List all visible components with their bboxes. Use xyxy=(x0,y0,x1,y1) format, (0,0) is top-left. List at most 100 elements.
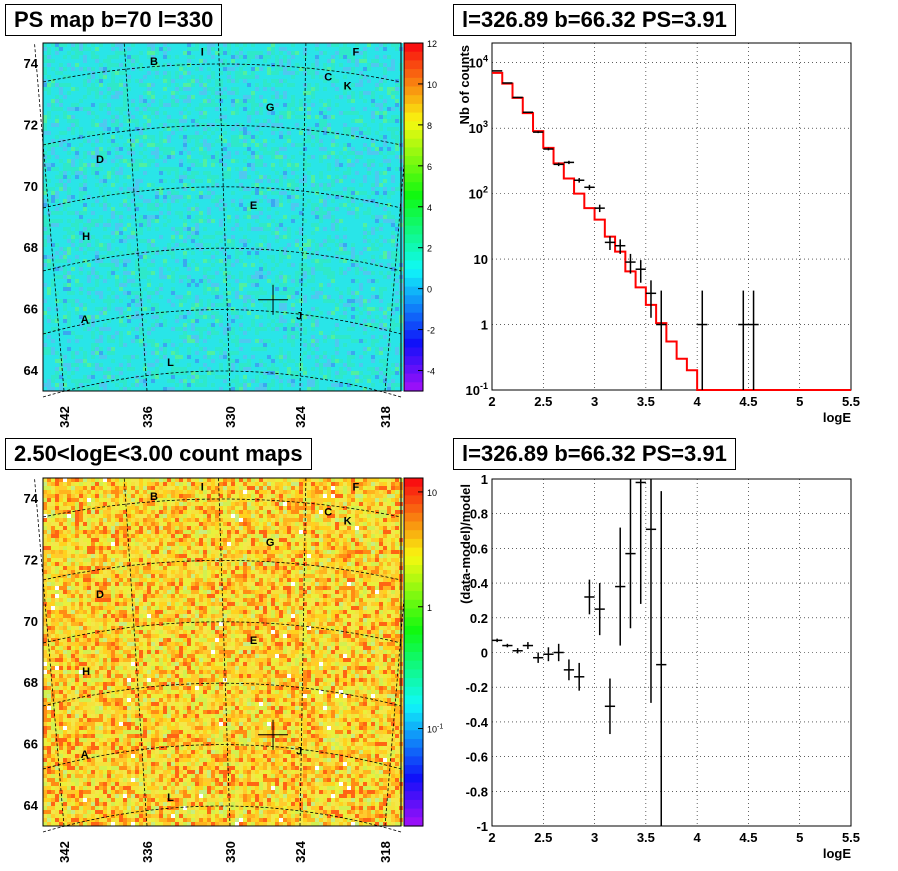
x-tick-label: 336 xyxy=(140,841,155,863)
colorbar-tick-label: 2 xyxy=(427,244,432,254)
colorbar-tick-label: -4 xyxy=(427,367,435,377)
colorbar-tick-label: 6 xyxy=(427,162,432,172)
ps-map-cells xyxy=(43,43,403,391)
residuals-panel: 2 2.5 3 3.5 4 4.5 5 5.5 -1 -0.8 -0.6 -0.4 -0.2 0 0.2 0.… xyxy=(458,472,860,861)
y-tick-label: 64 xyxy=(24,363,39,378)
y-tick-label: 64 xyxy=(24,798,39,813)
colorbar-frame xyxy=(403,477,424,827)
source-label: B xyxy=(150,56,158,68)
colorbar-frame xyxy=(403,42,424,392)
model-line xyxy=(492,71,851,391)
y-tick-label: 1 xyxy=(481,318,488,333)
colorbar-tick-label: 10 xyxy=(427,488,437,498)
y-tick-label: 102 xyxy=(469,185,488,202)
graticule-lat xyxy=(42,498,402,518)
y-tick-label: 68 xyxy=(24,675,38,690)
title-spectrum: l=326.89 b=66.32 PS=3.91 xyxy=(453,4,736,36)
x-tick-label: 318 xyxy=(378,841,393,863)
y-tick-label: 0.4 xyxy=(470,576,489,591)
x-tick-label: 2.5 xyxy=(534,830,552,845)
source-label: I xyxy=(201,482,204,494)
count-map-panel: 342 336 330 324 318 64 66 68 70 72 74 A B C D E F G H I J K L 1… xyxy=(24,477,443,863)
x-tick-label: 3 xyxy=(591,830,598,845)
graticule-lat xyxy=(42,621,402,644)
y-tick-label: 0 xyxy=(481,646,488,661)
spectrum-panel: 2 2.5 3 3.5 4 4.5 5 5.5 10-1 1 10 102 103 104 logE Nb o… xyxy=(457,42,860,425)
source-label: K xyxy=(344,80,352,92)
y-axis-title: (data-model)/model xyxy=(458,484,473,604)
graticule-lat xyxy=(42,744,402,770)
x-tick-label: 2 xyxy=(488,830,495,845)
graticule-lon xyxy=(34,42,65,392)
y-tick-label: 70 xyxy=(24,614,38,629)
title-residuals: l=326.89 b=66.32 PS=3.91 xyxy=(453,438,736,470)
y-tick-label: 74 xyxy=(24,491,39,506)
graticule-lat xyxy=(42,247,402,272)
y-tick-label: 10-1 xyxy=(466,381,488,398)
graticule-lat xyxy=(42,63,402,83)
x-tick-label: 5 xyxy=(796,830,803,845)
graticule-lon xyxy=(218,477,231,827)
y-tick-label: 10 xyxy=(474,252,488,267)
source-label: A xyxy=(81,749,89,761)
y-tick-label: 0.6 xyxy=(470,541,488,556)
x-tick-label: 3 xyxy=(591,394,598,409)
x-tick-label: 342 xyxy=(57,841,72,863)
y-tick-label: 0.2 xyxy=(470,611,488,626)
graticule-lon xyxy=(123,42,148,392)
y-tick-label: 103 xyxy=(469,119,488,136)
source-label: L xyxy=(167,792,174,804)
title-ps-map: PS map b=70 l=330 xyxy=(5,4,223,36)
y-axis-title: Nb of counts xyxy=(457,45,472,124)
source-label: F xyxy=(353,482,360,494)
colorbar xyxy=(404,478,423,827)
graticule-lon xyxy=(299,42,307,392)
source-label: A xyxy=(81,314,89,326)
graticule-lat xyxy=(42,370,402,398)
colorbar-tick-label: 10 xyxy=(427,80,437,90)
colorbar-tick-label: -2 xyxy=(427,326,435,336)
x-tick-label: 330 xyxy=(223,406,238,428)
source-label: D xyxy=(96,589,104,601)
x-tick-label: 2 xyxy=(488,394,495,409)
map-frame xyxy=(42,477,402,827)
count-map-cells xyxy=(43,478,403,826)
source-label: B xyxy=(150,491,158,503)
x-tick-label: 3.5 xyxy=(637,830,655,845)
x-tick-label: 336 xyxy=(140,406,155,428)
y-tick-label: -1 xyxy=(476,819,488,834)
source-label: F xyxy=(353,47,360,59)
source-label: D xyxy=(96,154,104,166)
source-label: E xyxy=(250,200,257,212)
graticule-lon xyxy=(34,477,65,827)
plot-frame xyxy=(491,42,852,391)
y-tick-label: 68 xyxy=(24,240,38,255)
source-label: G xyxy=(266,102,275,114)
title-count-map: 2.50<logE<3.00 count maps xyxy=(5,438,312,470)
x-tick-label: 4 xyxy=(694,394,702,409)
y-tick-label: -0.6 xyxy=(466,750,488,765)
y-tick-label: -0.8 xyxy=(466,784,488,799)
source-label: L xyxy=(167,357,174,369)
source-label: E xyxy=(250,635,257,647)
source-label: H xyxy=(82,666,90,678)
graticule-lat xyxy=(42,682,402,707)
source-label: C xyxy=(324,506,332,518)
source-label: I xyxy=(201,47,204,59)
source-label: H xyxy=(82,231,90,243)
source-label: J xyxy=(296,746,302,758)
x-tick-label: 4 xyxy=(694,830,702,845)
x-tick-label: 318 xyxy=(378,406,393,428)
graticule-lat xyxy=(42,560,402,581)
x-tick-label: 5 xyxy=(796,394,803,409)
colorbar-tick-label: 10-1 xyxy=(427,724,443,735)
y-tick-label: 66 xyxy=(24,737,38,752)
y-tick-label: 66 xyxy=(24,302,38,317)
x-tick-label: 3.5 xyxy=(637,394,655,409)
plot-frame xyxy=(491,478,852,827)
y-tick-label: 72 xyxy=(24,117,38,132)
source-label: J xyxy=(296,311,302,323)
x-tick-label: 2.5 xyxy=(534,394,552,409)
map-graticule xyxy=(34,42,415,398)
colorbar-tick-label: 8 xyxy=(427,121,432,131)
